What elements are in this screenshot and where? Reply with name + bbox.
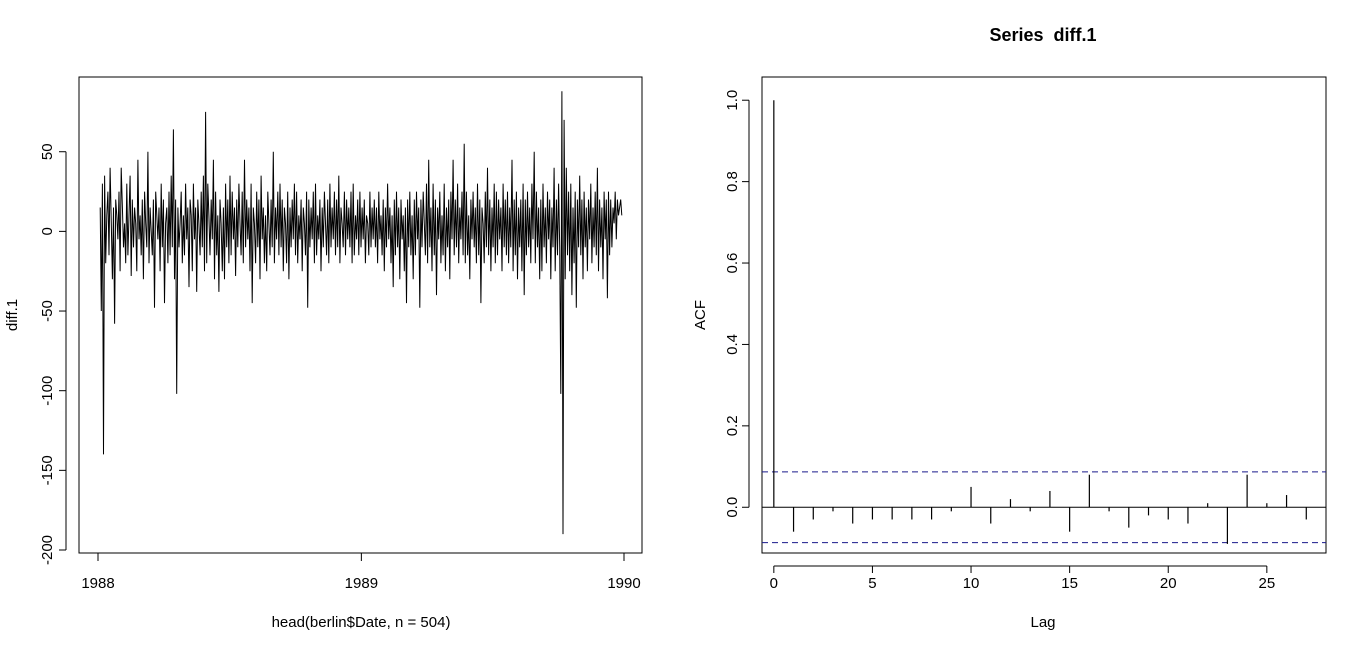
time-series-x-tick-label: 1989 <box>345 575 378 592</box>
time-series-line <box>99 91 623 535</box>
time-series-y-tick-label: -150 <box>39 455 56 485</box>
acf-y-tick-label: 0.0 <box>724 497 741 518</box>
acf-x-tick-label: 25 <box>1258 575 1275 592</box>
time-series-y-tick-label: -200 <box>39 535 56 565</box>
acf-panel: Series diff.1 0.0 0.2 0.4 0.6 0.8 1.0 0 5 10 15 2… <box>692 25 1327 631</box>
acf-x-tick-label: 15 <box>1061 575 1078 592</box>
acf-x-tick-label: 10 <box>963 575 980 592</box>
acf-y-tick-label: 0.8 <box>724 171 741 192</box>
acf-x-axis: 0 5 10 15 20 25 <box>770 565 1275 592</box>
time-series-y-tick-label: 50 <box>39 143 56 160</box>
acf-y-tick-label: 0.2 <box>724 415 741 436</box>
time-series-x-tick-label: 1988 <box>81 575 114 592</box>
time-series-y-axis: 50 0 -50 -100 -150 -200 <box>39 143 67 565</box>
time-series-x-label: head(berlin$Date, n = 504) <box>272 614 451 631</box>
acf-y-tick-label: 0.6 <box>724 253 741 274</box>
acf-bars <box>773 100 1307 544</box>
acf-x-tick-label: 5 <box>868 575 876 592</box>
time-series-panel: 50 0 -50 -100 -150 -200 1988 1989 1990 head(ber… <box>4 76 643 631</box>
acf-y-tick-label: 0.4 <box>724 334 741 355</box>
acf-x-tick-label: 0 <box>770 575 778 592</box>
time-series-y-tick-label: 0 <box>39 227 56 235</box>
acf-title: Series diff.1 <box>989 25 1096 45</box>
time-series-y-tick-label: -50 <box>39 300 56 322</box>
acf-x-label: Lag <box>1030 614 1055 631</box>
time-series-y-tick-label: -100 <box>39 376 56 406</box>
acf-y-tick-label: 1.0 <box>724 90 741 111</box>
acf-plot-box <box>761 76 1327 554</box>
acf-x-tick-label: 20 <box>1160 575 1177 592</box>
acf-y-label: ACF <box>692 300 709 330</box>
time-series-x-axis: 1988 1989 1990 <box>81 552 641 592</box>
time-series-plot-box <box>78 76 643 554</box>
time-series-x-tick-label: 1990 <box>607 575 640 592</box>
acf-y-axis: 0.0 0.2 0.4 0.6 0.8 1.0 <box>724 90 750 518</box>
time-series-y-label: diff.1 <box>4 299 21 331</box>
